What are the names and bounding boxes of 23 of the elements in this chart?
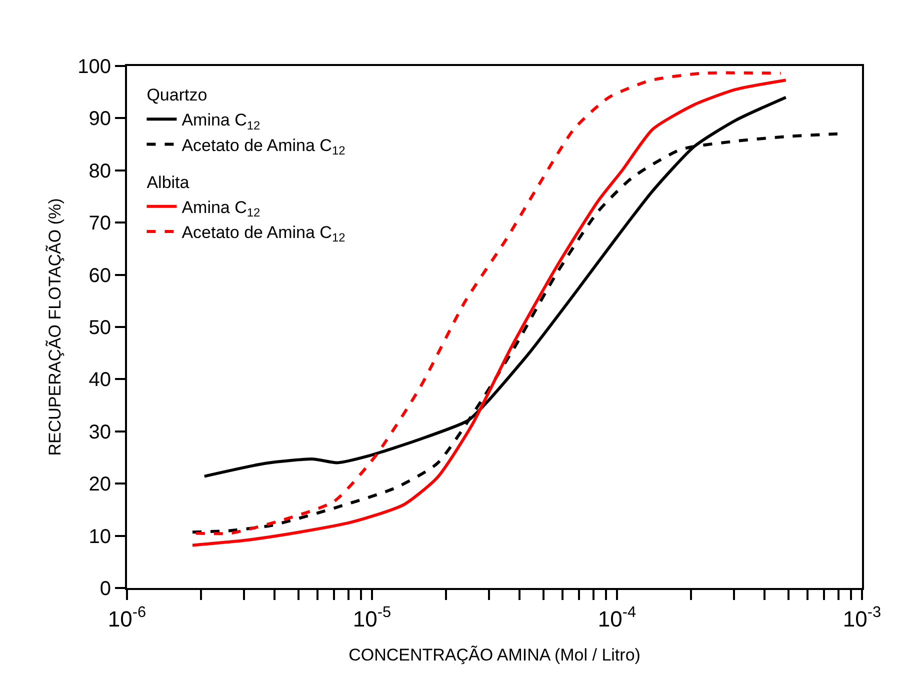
y-axis-title: RECUPERAÇÃO FLOTAÇÃO (%)	[46, 198, 65, 456]
y-tick-label: 30	[88, 421, 111, 444]
y-tick-label: 10	[88, 526, 111, 548]
y-tick-label: 20	[88, 474, 111, 496]
annotation: Albita	[146, 172, 190, 192]
x-axis-title: CONCENTRAÇÃO AMINA (Mol / Litro)	[348, 645, 640, 664]
legend-label: Amina C$_{12}$	[182, 198, 260, 220]
legend-label: Acetato de Amina C$_{12}$	[182, 136, 346, 158]
x-tick-label: 10$^{-3}$	[842, 604, 882, 632]
x-tick-label: 10$^{-4}$	[598, 604, 637, 632]
x-tick-label: 10$^{-6}$	[108, 604, 146, 632]
y-tick-label: 100	[78, 56, 111, 78]
y-tick-label: 40	[88, 369, 111, 392]
y-tick-label: 90	[88, 108, 111, 130]
x-tick-label: 10$^{-5}$	[352, 604, 392, 632]
legend-label: Acetato de Amina C$_{12}$	[182, 223, 346, 245]
y-tick-label: 60	[88, 264, 111, 287]
y-tick-label: 70	[88, 212, 111, 235]
y-tick-label: 80	[88, 160, 111, 182]
y-tick-label: 0	[100, 578, 111, 600]
y-tick-label: 50	[88, 317, 111, 339]
legend-label: Amina C$_{12}$	[182, 110, 260, 132]
annotation: Quartzo	[146, 86, 208, 105]
